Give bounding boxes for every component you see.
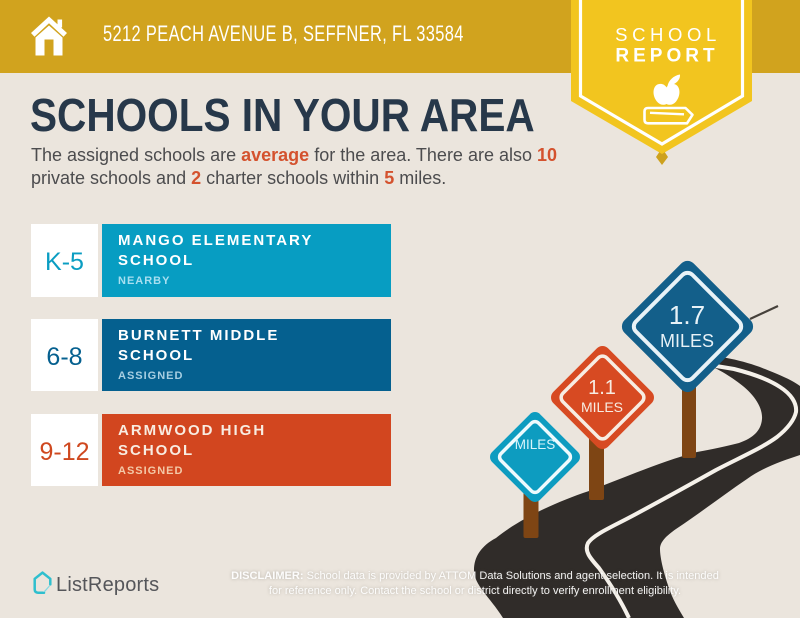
svg-text:SCHOOL: SCHOOL — [615, 24, 721, 45]
svg-text:MILES: MILES — [581, 399, 623, 415]
svg-text:1.7: 1.7 — [669, 300, 705, 330]
svg-text:MILES: MILES — [515, 437, 556, 452]
svg-text:MILES: MILES — [660, 331, 714, 351]
svg-text:1.1: 1.1 — [588, 377, 616, 399]
svg-text:REPORT: REPORT — [615, 46, 718, 67]
